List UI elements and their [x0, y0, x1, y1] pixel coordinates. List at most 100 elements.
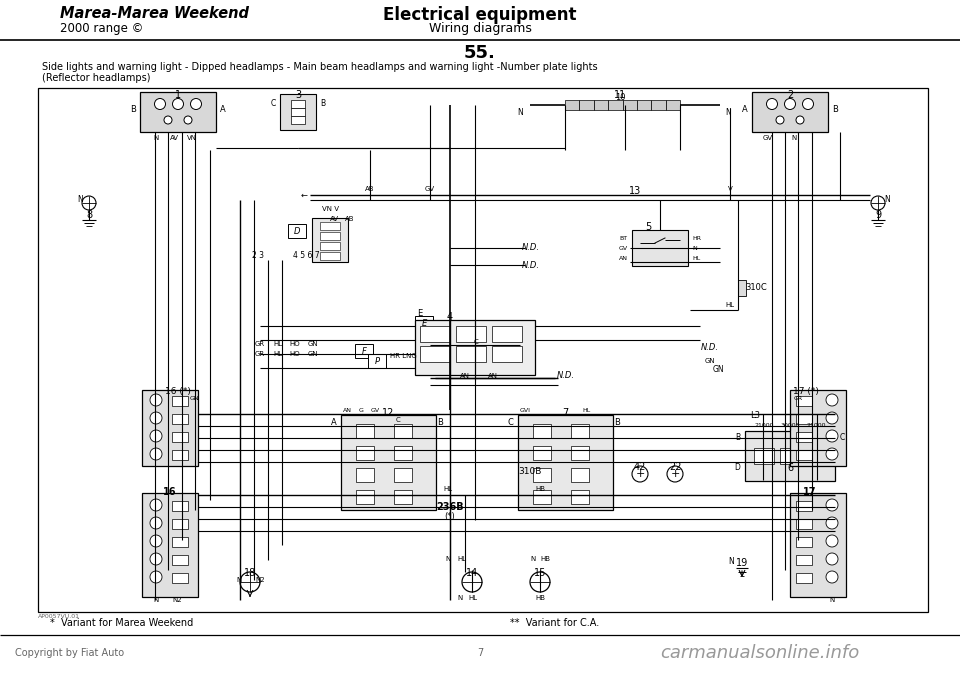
- Bar: [790, 390, 846, 466]
- Text: HL: HL: [274, 341, 282, 347]
- Text: HO: HO: [290, 351, 300, 357]
- Text: N: N: [77, 195, 83, 204]
- Circle shape: [150, 571, 162, 583]
- Text: 4: 4: [447, 312, 453, 322]
- Bar: [172, 501, 188, 511]
- Bar: [593, 100, 608, 110]
- Text: B: B: [832, 104, 838, 114]
- Text: N: N: [725, 108, 731, 117]
- Bar: [341, 415, 436, 509]
- Text: E: E: [417, 309, 422, 318]
- Bar: [533, 446, 551, 460]
- Bar: [492, 346, 522, 362]
- Text: AN: AN: [460, 373, 470, 379]
- Bar: [533, 424, 551, 438]
- Bar: [288, 224, 306, 238]
- Text: P: P: [374, 356, 379, 366]
- Circle shape: [826, 571, 838, 583]
- Text: HO: HO: [290, 341, 300, 347]
- Text: V: V: [728, 186, 732, 192]
- Text: N: N: [457, 595, 463, 601]
- Text: carmanualsonline.info: carmanualsonline.info: [660, 644, 859, 662]
- Text: 236B: 236B: [436, 502, 464, 512]
- Bar: [665, 100, 680, 110]
- Text: 2000 range ©: 2000 range ©: [60, 22, 143, 35]
- Text: N2: N2: [172, 597, 181, 603]
- Bar: [738, 280, 746, 296]
- Bar: [356, 490, 374, 504]
- Text: AB: AB: [365, 186, 374, 192]
- Text: HL: HL: [692, 255, 700, 261]
- Text: C: C: [508, 418, 514, 427]
- Text: +: +: [670, 469, 680, 479]
- Text: AN: AN: [488, 373, 498, 379]
- Text: 16 (*): 16 (*): [165, 387, 191, 396]
- Text: 42: 42: [634, 462, 646, 472]
- Text: N: N: [154, 135, 158, 141]
- Text: 310B: 310B: [518, 467, 541, 477]
- Circle shape: [155, 99, 165, 110]
- Bar: [172, 537, 188, 547]
- Text: 2 3: 2 3: [252, 251, 264, 261]
- Circle shape: [871, 196, 885, 210]
- Circle shape: [826, 412, 838, 424]
- Bar: [415, 316, 433, 330]
- Text: B: B: [320, 99, 325, 108]
- Text: Electrical equipment: Electrical equipment: [383, 6, 577, 24]
- Bar: [142, 493, 198, 597]
- Circle shape: [150, 517, 162, 529]
- Circle shape: [150, 499, 162, 511]
- Text: VN V: VN V: [322, 206, 339, 212]
- Circle shape: [766, 99, 778, 110]
- Text: HL: HL: [444, 486, 452, 492]
- Bar: [571, 424, 589, 438]
- Text: 15: 15: [534, 568, 546, 578]
- Text: VN: VN: [187, 135, 197, 141]
- Text: N: N: [829, 597, 834, 603]
- Text: N: N: [237, 577, 242, 583]
- Text: GVI: GVI: [519, 407, 531, 413]
- Bar: [142, 390, 198, 466]
- Bar: [780, 448, 800, 464]
- Bar: [172, 396, 188, 406]
- Bar: [394, 424, 412, 438]
- Bar: [456, 346, 486, 362]
- Text: GV: GV: [425, 186, 435, 192]
- Text: 7: 7: [562, 408, 568, 418]
- Bar: [356, 468, 374, 482]
- Text: N.D.: N.D.: [557, 370, 575, 379]
- Text: 18: 18: [244, 568, 256, 578]
- Bar: [172, 450, 188, 460]
- Text: Wiring diagrams: Wiring diagrams: [428, 22, 532, 35]
- Circle shape: [826, 535, 838, 547]
- Text: 1: 1: [175, 90, 181, 100]
- Text: N2: N2: [255, 577, 265, 583]
- Text: GN: GN: [308, 351, 319, 357]
- Bar: [415, 320, 535, 375]
- Bar: [394, 468, 412, 482]
- Circle shape: [826, 448, 838, 460]
- Bar: [571, 468, 589, 482]
- Text: G: G: [358, 407, 364, 413]
- Text: C: C: [473, 339, 478, 345]
- Bar: [368, 354, 386, 368]
- Text: GR: GR: [794, 396, 804, 401]
- Text: *  Variant for Marea Weekend: * Variant for Marea Weekend: [50, 618, 193, 628]
- Bar: [456, 326, 486, 342]
- Bar: [291, 108, 305, 116]
- Bar: [796, 519, 812, 529]
- Bar: [796, 537, 812, 547]
- Text: 6: 6: [787, 463, 793, 473]
- Text: C: C: [271, 99, 276, 108]
- Bar: [571, 446, 589, 460]
- Bar: [172, 573, 188, 583]
- Circle shape: [826, 394, 838, 406]
- Text: Copyright by Fiat Auto: Copyright by Fiat Auto: [15, 648, 124, 658]
- Text: 19: 19: [736, 558, 748, 568]
- Text: HR: HR: [692, 236, 701, 240]
- Bar: [394, 446, 412, 460]
- Text: 310C: 310C: [745, 283, 767, 293]
- Text: AN: AN: [343, 407, 351, 413]
- Text: HL: HL: [468, 595, 477, 601]
- Bar: [608, 100, 622, 110]
